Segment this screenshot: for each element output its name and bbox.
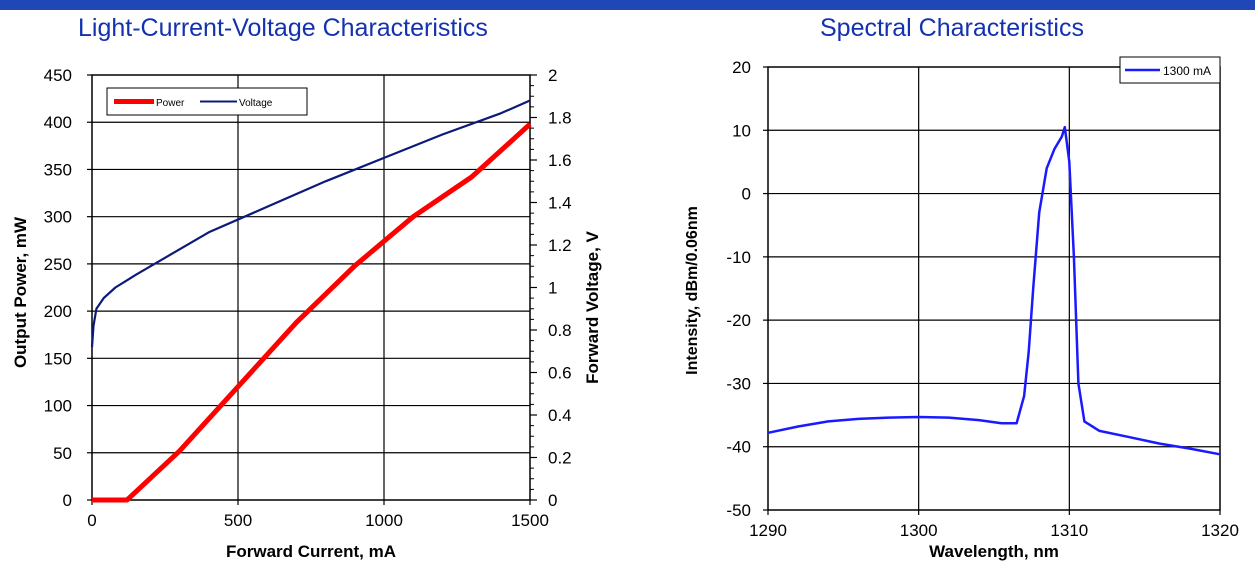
y-tick-label: 450 (44, 66, 72, 85)
x-tick-label: 0 (87, 511, 96, 530)
y-tick-label: 10 (732, 121, 751, 140)
series-spectrum-line (767, 125, 1221, 456)
x-tick-label: 500 (224, 511, 252, 530)
y-tick-label: 0 (63, 491, 72, 510)
y-tick-label: 150 (44, 349, 72, 368)
y2-tick-label: 1.8 (548, 109, 572, 128)
y-tick-label: -20 (726, 311, 751, 330)
x-tick-label: 1000 (365, 511, 403, 530)
y2-tick-label: 1.4 (548, 194, 572, 213)
lcv-chart: 0 50 100 150 200 250 300 350 400 450 0 0.2 0.4 0.6 0.8… (11, 66, 602, 561)
y-tick-label: 200 (44, 302, 72, 321)
y2-tick-label: 1.2 (548, 236, 572, 255)
x-tick-label: 1300 (900, 521, 938, 540)
y-axis-label: Intensity, dBm/0.06nm (684, 206, 701, 375)
plot-frame (767, 66, 1221, 511)
y-tick-label: -10 (726, 248, 751, 267)
y2-axis-label: Forward Voltage, V (583, 230, 602, 383)
x-tick-label: 1320 (1201, 521, 1239, 540)
y2-tick-label: 0.8 (548, 321, 572, 340)
y-tick-label: 0 (742, 185, 751, 204)
y-tick-label: 20 (732, 58, 751, 77)
series-voltage-line (90, 99, 531, 348)
x-tick-label: 1290 (749, 521, 787, 540)
y-tick-label: -50 (726, 501, 751, 520)
legend-label-spectrum: 1300 mA (1163, 64, 1211, 78)
y-axis-label: Output Power, mW (11, 216, 30, 368)
legend-label-power: Power (156, 98, 185, 109)
y-tick-label: 300 (44, 208, 72, 227)
x-tick-label: 1310 (1050, 521, 1088, 540)
legend-label-voltage: Voltage (239, 98, 273, 109)
y-tick-label: -40 (726, 438, 751, 457)
right-chart-title: Spectral Characteristics (820, 14, 1084, 42)
left-chart-title: Light-Current-Voltage Characteristics (78, 14, 488, 42)
x-axis-label: Forward Current, mA (226, 542, 396, 561)
y2-tick-label: 0.2 (548, 449, 572, 468)
top-banner-bar (0, 0, 1255, 10)
y2-tick-label: 1.6 (548, 151, 572, 170)
y2-tick-label: 0 (548, 491, 557, 510)
series-power-line (92, 122, 532, 503)
y2-tick-label: 2 (548, 66, 557, 85)
y-tick-label: 100 (44, 397, 72, 416)
y-tick-label: 250 (44, 255, 72, 274)
y-tick-label: 350 (44, 160, 72, 179)
y2-tick-label: 0.4 (548, 406, 572, 425)
y-tick-label: -30 (726, 374, 751, 393)
y-tick-label: 400 (44, 113, 72, 132)
y2-tick-label: 1 (548, 279, 557, 298)
x-tick-label: 1500 (511, 511, 549, 530)
y-tick-label: 50 (53, 444, 72, 463)
y2-tick-label: 0.6 (548, 364, 572, 383)
x-axis-label: Wavelength, nm (929, 542, 1059, 561)
